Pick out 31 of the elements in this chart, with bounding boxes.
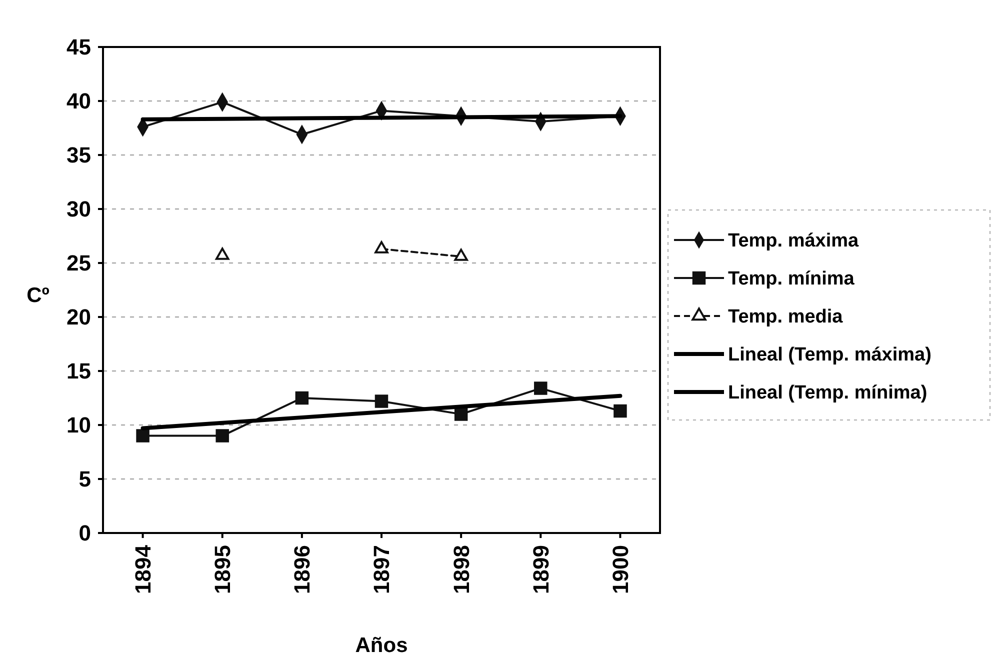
y-tick-label: 5 — [78, 466, 91, 492]
y-tick-label: 30 — [66, 196, 91, 222]
y-axis-title: Cº — [26, 284, 50, 307]
y-tick-label: 25 — [66, 250, 91, 276]
y-tick-label: 20 — [66, 304, 91, 330]
y-tick-label: 45 — [66, 34, 91, 60]
x-tick-label: 1894 — [130, 544, 156, 594]
x-tick-label: 1899 — [528, 545, 554, 594]
x-tick-label: 1895 — [210, 545, 236, 594]
y-tick-label: 10 — [66, 412, 91, 438]
x-tick-label: 1897 — [369, 545, 394, 594]
legend-label: Lineal (Temp. mínima) — [728, 382, 928, 404]
point — [295, 391, 309, 405]
y-tick-label: 0 — [78, 520, 91, 546]
point — [136, 429, 150, 442]
point — [216, 429, 229, 442]
x-tick-label: 1900 — [608, 545, 633, 594]
point — [454, 408, 468, 421]
legend-label: Temp. mínima — [728, 268, 855, 290]
point — [534, 382, 548, 395]
x-tick-label: 1896 — [290, 545, 315, 594]
x-tick-label: 1898 — [448, 545, 474, 594]
x-axis-title: Años — [355, 634, 408, 657]
legend-label: Temp. media — [728, 306, 844, 328]
y-tick-label: 40 — [66, 88, 91, 114]
point — [374, 394, 388, 408]
point — [614, 404, 627, 418]
y-tick-label: 15 — [66, 358, 91, 384]
legend-label: Lineal (Temp. máxima) — [728, 344, 932, 366]
y-tick-label: 35 — [66, 142, 91, 168]
legend-label: Temp. máxima — [728, 230, 860, 252]
